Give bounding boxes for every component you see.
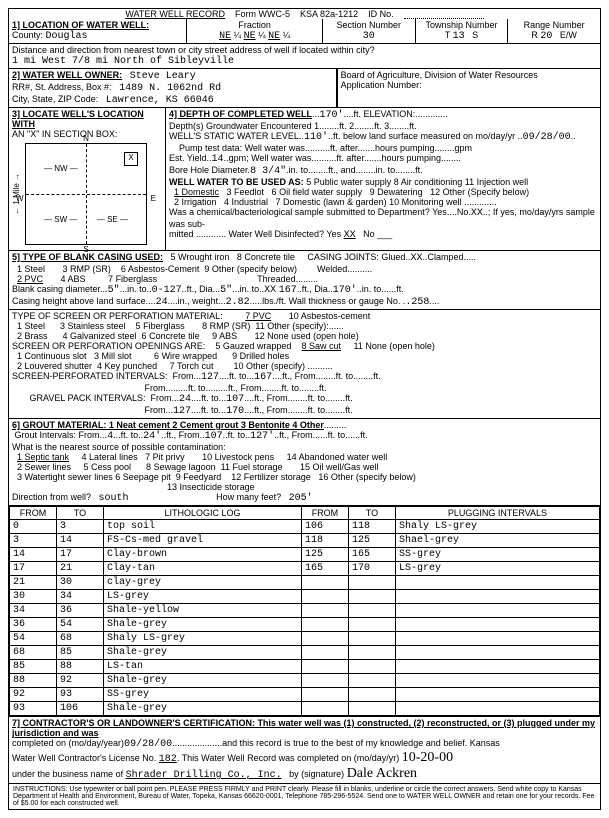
pump-label: Pump test data: bbox=[179, 143, 242, 153]
gw-label: Depth(s) Groundwater Encountered bbox=[169, 121, 312, 131]
th-lith: LITHOLOGIC LOG bbox=[104, 507, 302, 520]
instructions: INSTRUCTIONS: Use typewriter or ball poi… bbox=[9, 784, 600, 809]
appno-label: Application Number: bbox=[341, 80, 422, 90]
header-row: WATER WELL RECORD Form WWC-5 KSA 82a-121… bbox=[9, 9, 600, 19]
county-label: County: bbox=[12, 30, 43, 40]
table-row: 1417Clay-brown125165SS-grey bbox=[10, 548, 600, 562]
dist-label: Distance and direction from nearest town… bbox=[12, 45, 375, 55]
x-mark: X bbox=[124, 152, 138, 166]
owner-label: 2] WATER WELL OWNER: bbox=[12, 70, 122, 80]
cert-label: 7] CONTRACTOR'S OR LANDOWNER'S CERTIFICA… bbox=[12, 718, 595, 738]
lithologic-log-table: FROM TO LITHOLOGIC LOG FROM TO PLUGGING … bbox=[9, 506, 600, 716]
chem-xx: XX bbox=[471, 208, 483, 219]
th-from2: FROM bbox=[301, 507, 348, 520]
loc-label: 1] LOCATION OF WATER WELL: bbox=[12, 20, 149, 30]
table-row: 3654Shale-grey bbox=[10, 618, 600, 632]
twp-label: Township Number bbox=[425, 20, 497, 30]
uses2: 1 Domestic bbox=[174, 187, 219, 197]
rng-label: Range Number bbox=[524, 20, 585, 30]
city-label: City, State, ZIP Code: bbox=[12, 94, 98, 104]
static-date: 09/28/00 bbox=[523, 132, 571, 143]
form-container: WATER WELL RECORD Form WWC-5 KSA 82a-121… bbox=[8, 8, 601, 810]
section34: 3] LOCATE WELL'S LOCATION WITH AN "X" IN… bbox=[9, 108, 600, 251]
static-text: ft. below land surface measured on mo/da… bbox=[333, 131, 515, 141]
th-from: FROM bbox=[10, 507, 57, 520]
addr-label: RR#, St. Address, Box #: bbox=[12, 82, 112, 92]
owner-name: Steve Leary bbox=[130, 71, 196, 82]
table-row: 8588LS-tan bbox=[10, 660, 600, 674]
f3: NE bbox=[268, 31, 280, 42]
section2: 2] WATER WELL OWNER: Steve Leary RR#, St… bbox=[9, 69, 600, 108]
bore: 8 3/4" bbox=[250, 166, 286, 177]
addr: 1489 N. 1062nd Rd bbox=[119, 83, 221, 94]
rng-dir: E/W bbox=[560, 30, 577, 40]
city: Lawrence, KS 66046 bbox=[106, 95, 214, 106]
idno-label: ID No. bbox=[368, 9, 394, 19]
dist-row: Distance and direction from nearest town… bbox=[9, 44, 600, 69]
table-row: 8892Shale-grey bbox=[10, 674, 600, 688]
est: 14 bbox=[212, 154, 224, 165]
secnum: 30 bbox=[363, 31, 375, 42]
static: 110' bbox=[304, 132, 328, 143]
table-row: 2130clay-grey bbox=[10, 576, 600, 590]
idno-value[interactable] bbox=[404, 9, 484, 19]
bore-label: Bore Hole Diameter bbox=[169, 165, 248, 175]
open-label: SCREEN OR PERFORATION OPENINGS ARE: bbox=[12, 341, 205, 351]
f2: NE bbox=[244, 31, 256, 42]
form-ksa: KSA 82a-1212 bbox=[300, 9, 358, 19]
chem-label: Was a chemical/bacteriological sample su… bbox=[169, 207, 447, 217]
table-row: 314FS-Cs-med gravel118125Shael-grey bbox=[10, 534, 600, 548]
th-to2: TO bbox=[348, 507, 395, 520]
table-row: 3436Shale-yellow bbox=[10, 604, 600, 618]
signature: Dale Ackren bbox=[347, 766, 417, 781]
static-label: WELL'S STATIC WATER LEVEL bbox=[169, 131, 299, 141]
screen-label: TYPE OF SCREEN OR PERFORATION MATERIAL: bbox=[12, 311, 223, 321]
w: W bbox=[16, 194, 24, 203]
table-row: 1721Clay-tan165170LS-grey bbox=[10, 562, 600, 576]
twp: 13 bbox=[453, 31, 465, 42]
depth-label: 4] DEPTH OF COMPLETED WELL bbox=[169, 109, 312, 119]
e: E bbox=[151, 194, 156, 203]
table-row: 6885Shale-grey bbox=[10, 646, 600, 660]
county: Douglas bbox=[46, 31, 88, 42]
table-row: 5468Shaly LS-grey bbox=[10, 632, 600, 646]
section1: 1] LOCATION OF WATER WELL: County: Dougl… bbox=[9, 19, 600, 44]
fraction-label: Fraction bbox=[238, 20, 271, 30]
th-to: TO bbox=[57, 507, 104, 520]
dist: 1 mi West 7/8 mi North of Sibleyville bbox=[12, 56, 234, 67]
locate-sub: AN "X" IN SECTION BOX: bbox=[12, 129, 117, 139]
section-box[interactable]: N S W E X — NW — — SW — — SE — bbox=[25, 143, 147, 245]
th-plug: PLUGGING INTERVALS bbox=[395, 507, 599, 520]
screen-section: TYPE OF SCREEN OR PERFORATION MATERIAL: … bbox=[9, 310, 600, 419]
contam-label: What is the nearest source of possible c… bbox=[12, 442, 226, 452]
table-row: 03top soil106118Shaly LS-grey bbox=[10, 520, 600, 534]
form-code: Form WWC-5 bbox=[235, 9, 290, 19]
grout-label: 6] GROUT MATERIAL: 1 Neat cement 2 Cemen… bbox=[12, 420, 324, 430]
est-label: Est. Yield bbox=[169, 153, 207, 163]
f1: NE bbox=[219, 31, 231, 42]
form-title: WATER WELL RECORD bbox=[125, 9, 225, 19]
elev-label: ELEVATION: bbox=[364, 109, 416, 119]
board: Board of Agriculture, Division of Water … bbox=[341, 70, 538, 80]
section5: 5] TYPE OF BLANK CASING USED: 5 Wrought … bbox=[9, 251, 600, 310]
rng: 20 bbox=[540, 31, 552, 42]
table-row: 3034LS-grey bbox=[10, 590, 600, 604]
use-label: WELL WATER TO BE USED AS: bbox=[169, 177, 304, 187]
n: N bbox=[83, 134, 89, 143]
twp-dir: S bbox=[472, 30, 478, 40]
table-row: 9293SS-grey bbox=[10, 688, 600, 702]
depth: 170' bbox=[320, 110, 344, 121]
table-row: 93106Shale-grey bbox=[10, 702, 600, 716]
s: S bbox=[83, 245, 88, 254]
section7: 7] CONTRACTOR'S OR LANDOWNER'S CERTIFICA… bbox=[9, 716, 600, 784]
section6: 6] GROUT MATERIAL: 1 Neat cement 2 Cemen… bbox=[9, 419, 600, 506]
secnum-label: Section Number bbox=[337, 20, 402, 30]
locate-label: 3] LOCATE WELL'S LOCATION WITH bbox=[12, 109, 144, 129]
